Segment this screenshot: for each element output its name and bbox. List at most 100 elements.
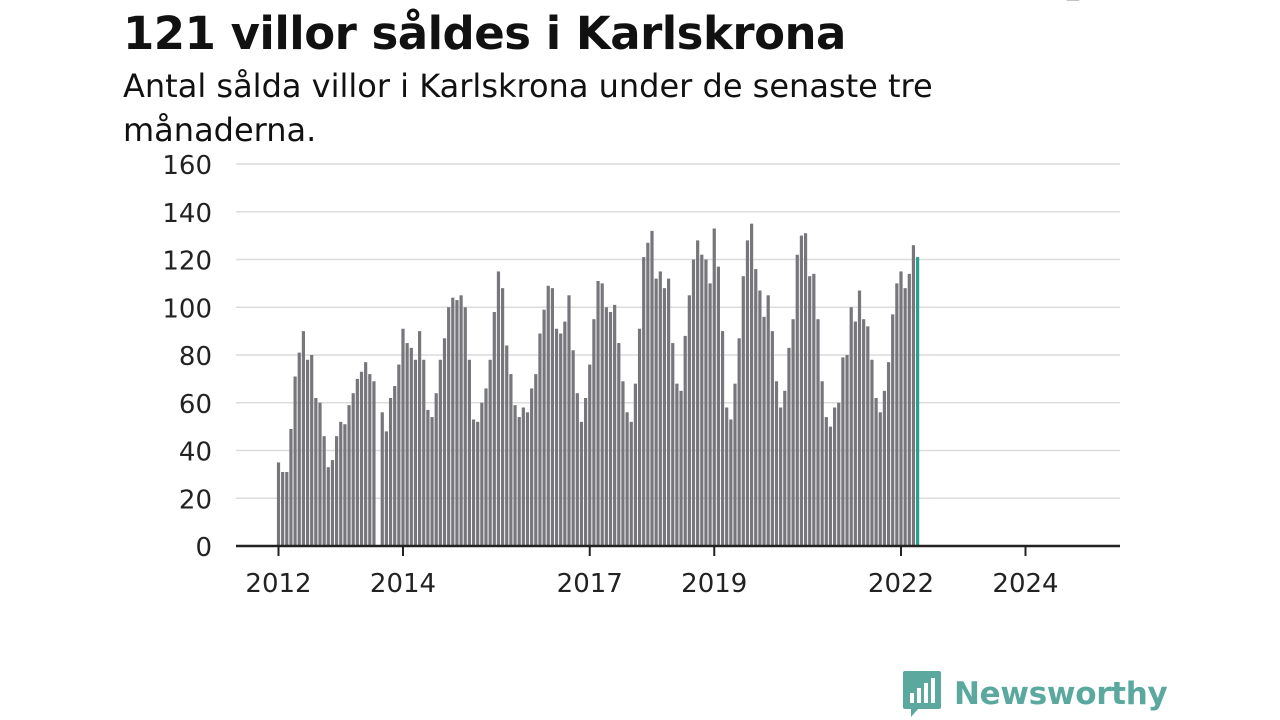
bar xyxy=(837,402,841,546)
value-annotation: 121 xyxy=(1048,0,1100,7)
bar xyxy=(899,271,903,546)
bar xyxy=(492,312,496,546)
bar xyxy=(787,347,791,546)
bar xyxy=(418,331,422,547)
bar xyxy=(575,393,579,546)
bar xyxy=(679,390,683,546)
bar xyxy=(343,424,347,546)
bar xyxy=(550,288,554,546)
bar xyxy=(579,421,584,546)
bar xyxy=(729,419,733,546)
bar xyxy=(857,290,862,546)
bar xyxy=(322,436,326,546)
bar xyxy=(833,407,837,546)
bar xyxy=(380,412,384,546)
bar xyxy=(774,381,779,546)
bar xyxy=(467,359,471,546)
bar xyxy=(521,407,525,546)
bar xyxy=(289,429,293,546)
bar xyxy=(799,235,803,547)
bar xyxy=(737,338,741,546)
bar xyxy=(853,321,857,546)
bar xyxy=(459,295,463,546)
bar xyxy=(841,357,845,546)
bar xyxy=(517,417,521,546)
brand-name: Newsworthy xyxy=(954,676,1168,712)
bar xyxy=(903,288,907,546)
bar xyxy=(733,383,737,546)
bar xyxy=(347,405,351,546)
bar xyxy=(476,421,480,546)
bar xyxy=(542,309,546,546)
bar xyxy=(293,376,297,546)
x-tick-label: 2012 xyxy=(245,569,311,599)
bar xyxy=(401,328,405,546)
bar xyxy=(364,362,368,546)
bar xyxy=(505,345,509,546)
bar xyxy=(745,240,750,546)
axis-labels: 0 20 40 60 80 100 120 140 160 2012 2014 2017 2019 202… xyxy=(162,0,1099,599)
bar xyxy=(368,374,372,546)
bar xyxy=(310,355,314,546)
bar xyxy=(691,259,696,546)
bar xyxy=(779,407,783,546)
bar xyxy=(662,288,667,546)
bar xyxy=(596,280,600,546)
y-tick-label: 20 xyxy=(179,485,212,515)
bar-series xyxy=(276,223,920,547)
bar xyxy=(359,371,364,546)
bar xyxy=(388,397,393,546)
bar xyxy=(845,355,849,546)
bar xyxy=(567,295,571,546)
bar xyxy=(571,350,575,546)
bar xyxy=(683,335,687,546)
bar xyxy=(633,383,637,546)
bar xyxy=(758,290,762,546)
bar xyxy=(351,393,355,546)
bar xyxy=(671,343,675,546)
bar xyxy=(754,269,758,546)
bar xyxy=(335,436,339,546)
bar xyxy=(895,283,899,547)
y-tick-label: 140 xyxy=(162,199,212,229)
bar xyxy=(646,242,650,547)
bar xyxy=(276,462,281,546)
bar xyxy=(330,460,335,546)
bar xyxy=(426,409,430,546)
bar xyxy=(637,328,642,546)
bar xyxy=(451,297,455,546)
bar xyxy=(563,321,567,546)
bar xyxy=(442,338,447,546)
bar xyxy=(849,307,853,546)
bar xyxy=(297,352,301,546)
bar xyxy=(600,283,604,547)
bar xyxy=(559,333,563,546)
bar xyxy=(604,307,608,546)
y-tick-label: 60 xyxy=(179,390,212,420)
bar xyxy=(538,333,542,546)
y-tick-label: 120 xyxy=(162,247,212,277)
bar xyxy=(791,319,795,546)
bar xyxy=(870,359,874,546)
bar xyxy=(882,390,886,546)
bar xyxy=(430,417,434,546)
bar xyxy=(281,471,285,546)
bar xyxy=(305,359,310,546)
bar xyxy=(413,359,418,546)
bar xyxy=(513,405,517,546)
bar xyxy=(534,374,538,546)
bar xyxy=(828,426,833,547)
x-tick-label: 2017 xyxy=(557,569,623,599)
bar xyxy=(716,266,720,546)
bar xyxy=(874,397,878,546)
bar xyxy=(911,245,916,546)
bar xyxy=(866,326,870,546)
x-tick-label: 2019 xyxy=(681,569,747,599)
bar xyxy=(471,419,476,546)
x-tick-label: 2014 xyxy=(370,569,436,599)
bar xyxy=(314,397,318,546)
bar xyxy=(438,359,442,546)
bar xyxy=(301,331,305,547)
bar xyxy=(824,417,828,546)
bar xyxy=(554,328,559,546)
